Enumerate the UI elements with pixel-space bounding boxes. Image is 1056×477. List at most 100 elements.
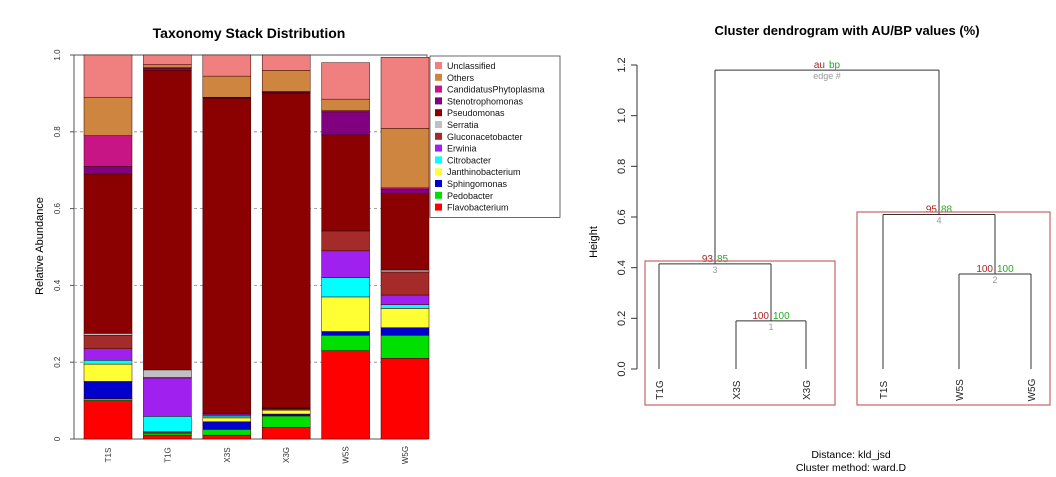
leaf-label: X3S (732, 380, 743, 399)
bar-segment (321, 350, 370, 440)
y-tick-label: 0.6 (616, 209, 628, 224)
edge-number: 1 (768, 322, 773, 332)
legend-swatch (435, 168, 442, 176)
bar-segment (83, 166, 133, 175)
bar-segment (321, 62, 370, 100)
legend-swatch (435, 62, 442, 69)
dendrogram-y-axis: 0.0 0.2 0.4 0.6 0.8 1.0 1.2 (616, 57, 638, 377)
bar-segment (202, 429, 252, 436)
bar-segment (202, 415, 252, 419)
legend-swatch (435, 144, 442, 152)
y-tick-label: 0.4 (616, 260, 628, 275)
legend-label: Gluconacetobacter (447, 132, 523, 142)
bar-segment (380, 57, 430, 129)
x-tick-label: W5S (342, 446, 351, 463)
bar-segment (143, 64, 192, 68)
bar-segment (380, 269, 430, 273)
y-tick-label: 1.0 (616, 108, 628, 123)
bar-segment (83, 335, 133, 350)
y-tick-label: 0.2 (53, 356, 62, 368)
bar-segment (380, 189, 430, 194)
legend-label: Janthinobacterium (447, 167, 521, 177)
bar-segment (321, 331, 370, 336)
bar-segment (261, 415, 311, 428)
bar-segment (83, 398, 133, 401)
bar-segment (321, 134, 370, 232)
bar-segment (261, 92, 311, 409)
legend-swatch (435, 85, 442, 93)
bar-segment (321, 296, 370, 332)
legend-label: Others (447, 73, 475, 83)
bar-segment (143, 369, 192, 378)
dendrogram-distance-label: Distance: kld_jsd (811, 449, 891, 461)
au-value: 93 (702, 254, 714, 265)
cluster-rect (644, 260, 836, 406)
x-tick-label: T1S (104, 448, 113, 463)
bar-segment (143, 377, 192, 417)
au-value: 95 (926, 204, 938, 215)
y-tick-label: 0.8 (53, 126, 62, 138)
bp-value: bp (829, 60, 841, 71)
bar-segment (380, 304, 430, 309)
bar-segment (321, 250, 370, 278)
bar-segment (202, 413, 252, 417)
legend-swatch (435, 180, 442, 187)
au-value: 100 (976, 264, 993, 275)
bar-segment (202, 434, 252, 440)
bar-segment (143, 432, 192, 436)
bar-stack-x3s (202, 54, 252, 440)
y-tick-label: 0.8 (616, 159, 628, 174)
legend-label: Erwinia (447, 144, 477, 154)
x-tick-label: X3S (223, 447, 232, 462)
bar-segment (261, 54, 311, 71)
dendrogram-tree (658, 69, 1032, 369)
stacked-chart-ylabel: Relative Abundance (34, 197, 46, 295)
bar-segment (380, 271, 430, 296)
bar-segment (143, 416, 192, 432)
legend-swatch (435, 73, 442, 81)
legend-swatch (435, 203, 442, 211)
legend-swatch (435, 156, 442, 164)
legend-box (429, 55, 561, 218)
legend-label: Flavobacterium (447, 203, 509, 213)
legend-label: Sphingomonas (447, 179, 508, 189)
bp-value: 100 (997, 264, 1014, 275)
leaf-label: X3G (802, 380, 813, 400)
edge-number: 2 (992, 275, 997, 285)
legend-label: CandidatusPhytoplasma (447, 85, 545, 95)
bar-segment (380, 358, 430, 440)
bar-segment (83, 333, 133, 336)
bar-stack-w5g (380, 57, 430, 440)
bar-segment (202, 417, 252, 422)
legend-swatch (435, 121, 442, 128)
stacked-legend: UnclassifiedOthersCandidatusPhytoplasmaS… (429, 55, 561, 218)
edge-number: 4 (936, 215, 941, 225)
au-value: 100 (752, 311, 769, 322)
stacked-bar-chart: Taxonomy Stack Distribution Relative Abu… (34, 25, 561, 464)
y-tick-label: 0.2 (616, 311, 628, 326)
dendrogram-leaf-labels: T1G X3S X3G T1S W5S W5G (655, 378, 1038, 401)
dendrogram-chart: Cluster dendrogram with AU/BP values (%)… (588, 23, 1051, 474)
bar-segment (83, 363, 133, 382)
y-tick-label: 0.6 (53, 202, 62, 214)
leaf-label: T1S (879, 381, 890, 400)
bar-segment (321, 231, 370, 252)
bar-stack-x3g (261, 54, 311, 440)
x-tick-label: W5G (401, 446, 410, 464)
bar-segment (202, 98, 252, 414)
x-tick-label: T1G (163, 447, 172, 463)
legend-label: Serratia (447, 120, 479, 130)
y-tick-label: 1.0 (53, 49, 62, 61)
bar-segment (143, 70, 192, 371)
bar-stack-w5s (321, 62, 370, 440)
bar-segment (143, 68, 192, 71)
legend-label: Stenotrophomonas (447, 96, 524, 106)
legend-swatch (435, 97, 442, 105)
legend-label: Unclassified (447, 61, 496, 71)
bar-segment (202, 75, 252, 98)
bar-segment (321, 335, 370, 351)
bar-segment (261, 70, 311, 92)
legend-swatch (435, 109, 442, 117)
stacked-chart-title: Taxonomy Stack Distribution (153, 25, 346, 41)
